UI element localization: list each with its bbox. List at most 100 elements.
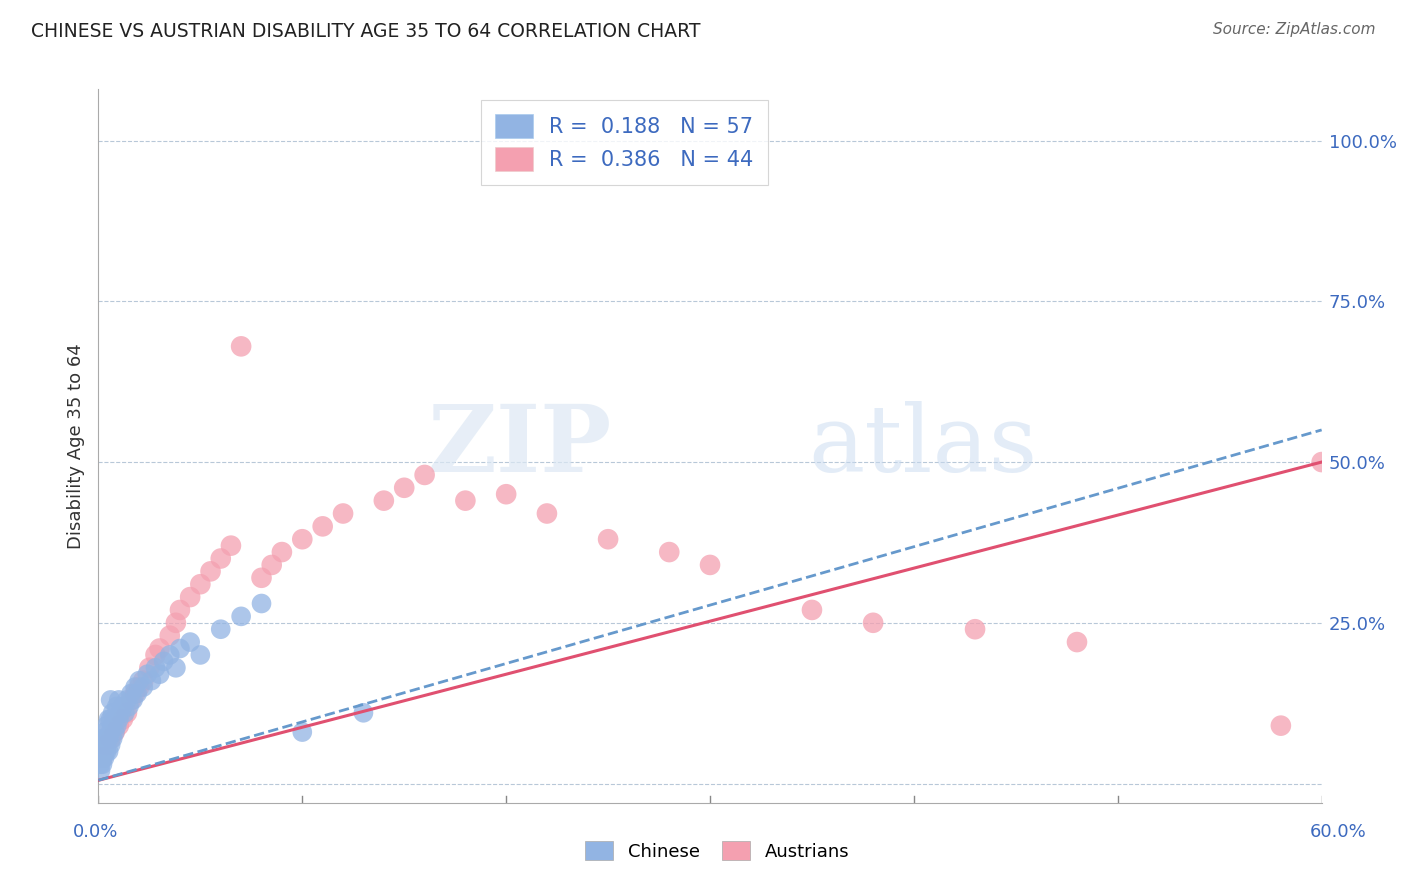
Point (110, 706, 132, 720)
Point (89, 764, 111, 778)
Point (291, 725, 314, 739)
Point (179, 635, 201, 649)
Point (200, 565, 222, 579)
Point (188, 648, 212, 662)
Point (141, 673, 163, 688)
Point (165, 661, 187, 675)
Point (96, 719, 118, 733)
Y-axis label: Disability Age 35 to 64: Disability Age 35 to 64 (66, 343, 84, 549)
Point (118, 699, 141, 714)
Point (97, 731, 120, 746)
Point (96, 738, 118, 752)
Point (124, 680, 146, 694)
Text: ZIP: ZIP (427, 401, 612, 491)
Point (145, 661, 167, 675)
Legend: Chinese, Austrians: Chinese, Austrians (575, 832, 859, 870)
Point (100, 712, 122, 726)
Point (91, 751, 114, 765)
Point (120, 693, 142, 707)
Point (122, 693, 145, 707)
Point (159, 648, 181, 662)
Point (100, 693, 122, 707)
Point (132, 673, 155, 688)
Point (93, 725, 115, 739)
Point (138, 661, 160, 675)
Point (231, 339, 253, 353)
Point (1066, 635, 1088, 649)
Point (392, 481, 416, 495)
Point (179, 590, 201, 604)
Point (93, 751, 115, 765)
Point (231, 609, 253, 624)
Point (100, 738, 122, 752)
Point (145, 648, 167, 662)
Point (93, 744, 115, 758)
Point (91, 751, 114, 765)
Point (260, 558, 283, 572)
Point (219, 539, 242, 553)
Point (188, 577, 212, 591)
Point (270, 545, 294, 559)
Point (108, 693, 131, 707)
Point (373, 493, 395, 508)
Point (101, 719, 124, 733)
Point (413, 467, 436, 482)
Point (536, 507, 558, 521)
Point (120, 686, 142, 700)
Point (332, 507, 354, 521)
Point (159, 629, 181, 643)
Point (136, 667, 159, 681)
Point (862, 615, 884, 630)
Point (115, 693, 138, 707)
Text: Source: ZipAtlas.com: Source: ZipAtlas.com (1212, 22, 1375, 37)
Point (97, 744, 120, 758)
Point (104, 725, 127, 739)
Point (699, 558, 721, 572)
Point (250, 597, 273, 611)
Point (104, 712, 127, 726)
Point (101, 706, 124, 720)
Point (108, 719, 131, 733)
Point (105, 719, 128, 733)
Point (114, 706, 136, 720)
Point (291, 533, 314, 547)
Point (104, 725, 127, 739)
Point (91, 744, 114, 758)
Text: 0.0%: 0.0% (73, 822, 118, 840)
Point (96, 744, 118, 758)
Point (128, 673, 150, 688)
Point (96, 731, 118, 746)
Point (152, 654, 174, 668)
Point (115, 706, 138, 720)
Point (91, 757, 114, 772)
Point (128, 680, 150, 694)
Point (352, 706, 374, 720)
Point (801, 603, 824, 617)
Point (97, 712, 120, 726)
Point (312, 519, 335, 533)
Legend: R =  0.188   N = 57, R =  0.386   N = 44: R = 0.188 N = 57, R = 0.386 N = 44 (481, 100, 768, 186)
Text: atlas: atlas (808, 401, 1038, 491)
Point (149, 641, 172, 656)
Point (111, 712, 134, 726)
Point (250, 571, 273, 585)
Point (101, 731, 124, 746)
Point (105, 699, 128, 714)
Point (132, 680, 155, 694)
Text: 60.0%: 60.0% (1310, 822, 1367, 840)
Point (124, 686, 146, 700)
Point (209, 622, 232, 636)
Point (658, 545, 681, 559)
Point (165, 615, 187, 630)
Point (598, 533, 620, 547)
Point (149, 667, 172, 681)
Point (965, 622, 987, 636)
Point (1310, 455, 1333, 469)
Point (209, 551, 232, 566)
Point (91, 738, 114, 752)
Point (169, 641, 191, 656)
Point (111, 699, 134, 714)
Point (89, 751, 111, 765)
Point (100, 725, 122, 739)
Point (495, 487, 517, 501)
